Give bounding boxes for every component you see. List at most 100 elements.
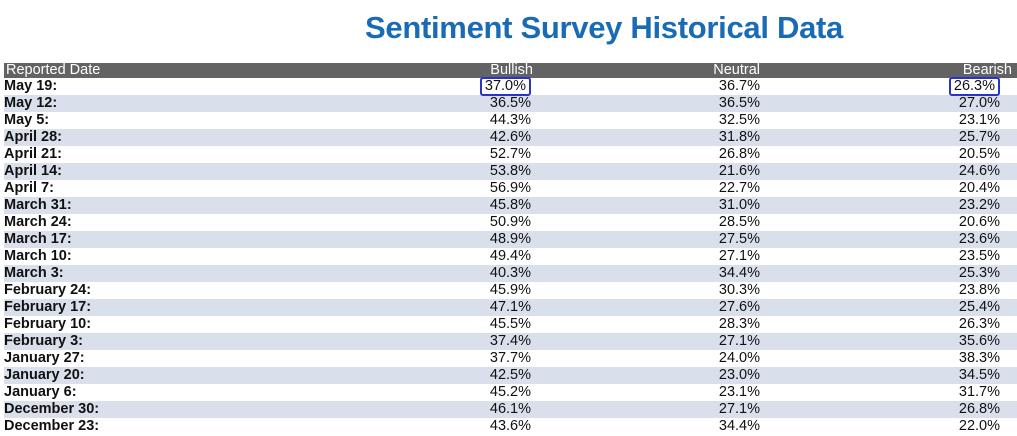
cell-reported-date: January 20: — [4, 367, 85, 383]
table-row: March 10: 49.4% 27.1% 23.5% — [4, 248, 1017, 265]
cell-bearish: 26.3% — [760, 77, 1017, 96]
cell-reported-date: April 7: — [4, 180, 54, 196]
cell-reported-date: May 12: — [4, 95, 58, 111]
cell-bearish: 35.6% — [958, 333, 1000, 349]
cell-neutral: 24.0% — [718, 350, 760, 366]
table-row: February 17: 47.1% 27.6% 25.4% — [4, 299, 1017, 316]
cell-bearish: 25.4% — [958, 299, 1000, 315]
cell-neutral: 22.7% — [718, 180, 760, 196]
table-row: April 14: 53.8% 21.6% 24.6% — [4, 163, 1017, 180]
cell-neutral: 27.6% — [718, 299, 760, 315]
table-row: March 24: 50.9% 28.5% 20.6% — [4, 214, 1017, 231]
cell-bullish: 49.4% — [489, 248, 531, 264]
cell-reported-date: February 17: — [4, 299, 92, 315]
cell-bullish: 45.5% — [489, 316, 531, 332]
table-row: February 10: 45.5% 28.3% 26.3% — [4, 316, 1017, 333]
cell-bearish: 38.3% — [958, 350, 1000, 366]
cell-reported-date: April 14: — [4, 163, 63, 179]
cell-bullish: 48.9% — [489, 231, 531, 247]
cell-bearish: 20.5% — [958, 146, 1000, 162]
cell-bullish: 45.9% — [489, 282, 531, 298]
table-body: May 19: 37.0% 36.7% 26.3% May 12: 36.5% 36.5% 2… — [4, 77, 1017, 435]
cell-neutral: 27.1% — [718, 401, 760, 417]
cell-bullish: 44.3% — [489, 112, 531, 128]
cell-bearish: 24.6% — [958, 163, 1000, 179]
cell-neutral: 32.5% — [718, 112, 760, 128]
cell-neutral: 23.1% — [718, 384, 760, 400]
cell-bullish: 50.9% — [489, 214, 531, 230]
cell-reported-date: April 21: — [4, 146, 63, 162]
cell-bearish: 23.6% — [958, 231, 1000, 247]
cell-reported-date: March 10: — [4, 248, 72, 264]
cell-bearish: 25.3% — [958, 265, 1000, 281]
table-row: February 3: 37.4% 27.1% 35.6% — [4, 333, 1017, 350]
cell-neutral: 23.0% — [718, 367, 760, 383]
cell-reported-date: May 5: — [4, 112, 50, 128]
cell-reported-date: March 3: — [4, 265, 64, 281]
cell-bullish: 37.7% — [489, 350, 531, 366]
cell-reported-date: March 31: — [4, 197, 72, 213]
cell-bullish: 46.1% — [489, 401, 531, 417]
cell-bullish: 45.8% — [489, 197, 531, 213]
column-header-reported-date: Reported Date — [6, 62, 101, 78]
table-row: January 27: 37.7% 24.0% 38.3% — [4, 350, 1017, 367]
table-row: April 7: 56.9% 22.7% 20.4% — [4, 180, 1017, 197]
column-header-bearish: Bearish — [962, 62, 1012, 78]
cell-bullish: 47.1% — [489, 299, 531, 315]
cell-bearish: 25.7% — [958, 129, 1000, 145]
cell-neutral: 21.6% — [718, 163, 760, 179]
cell-reported-date: December 30: — [4, 401, 100, 417]
cell-reported-date: February 3: — [4, 333, 83, 349]
page-title: Sentiment Survey Historical Data — [365, 10, 843, 45]
table-row: April 21: 52.7% 26.8% 20.5% — [4, 146, 1017, 163]
cell-bullish: 43.6% — [489, 418, 531, 434]
table-row: March 17: 48.9% 27.5% 23.6% — [4, 231, 1017, 248]
cell-bullish: 37.4% — [489, 333, 531, 349]
cell-bearish: 34.5% — [958, 367, 1000, 383]
cell-neutral: 28.5% — [718, 214, 760, 230]
table-row: February 24: 45.9% 30.3% 23.8% — [4, 282, 1017, 299]
cell-bullish: 45.2% — [489, 384, 531, 400]
cell-bullish: 40.3% — [489, 265, 531, 281]
cell-reported-date: December 23: — [4, 418, 100, 434]
table-row: May 12: 36.5% 36.5% 27.0% — [4, 95, 1017, 112]
cell-reported-date: January 27: — [4, 350, 85, 366]
cell-neutral: 31.8% — [718, 129, 760, 145]
cell-neutral: 34.4% — [718, 418, 760, 434]
table-row: May 5: 44.3% 32.5% 23.1% — [4, 112, 1017, 129]
table-row: December 30: 46.1% 27.1% 26.8% — [4, 401, 1017, 418]
cell-neutral: 27.5% — [718, 231, 760, 247]
cell-reported-date: January 6: — [4, 384, 77, 400]
cell-neutral: 36.5% — [718, 95, 760, 111]
cell-bullish: 53.8% — [489, 163, 531, 179]
cell-neutral: 27.1% — [718, 333, 760, 349]
cell-neutral: 34.4% — [718, 265, 760, 281]
highlight-box: 26.3% — [948, 77, 1000, 96]
table-row: December 23: 43.6% 34.4% 22.0% — [4, 418, 1017, 435]
cell-neutral: 26.8% — [718, 146, 760, 162]
cell-bullish: 37.0% — [324, 77, 535, 96]
cell-neutral: 31.0% — [718, 197, 760, 213]
cell-neutral: 27.1% — [718, 248, 760, 264]
cell-bullish: 36.5% — [489, 95, 531, 111]
cell-bearish: 26.3% — [958, 316, 1000, 332]
cell-bullish: 42.6% — [489, 129, 531, 145]
table-row: January 6: 45.2% 23.1% 31.7% — [4, 384, 1017, 401]
cell-bearish: 22.0% — [958, 418, 1000, 434]
cell-bearish: 23.1% — [958, 112, 1000, 128]
table-header: Reported Date Bullish Neutral Bearish — [4, 63, 1017, 78]
cell-reported-date: March 24: — [4, 214, 72, 230]
table-row: March 3: 40.3% 34.4% 25.3% — [4, 265, 1017, 282]
cell-bearish: 31.7% — [958, 384, 1000, 400]
cell-neutral: 36.7% — [718, 78, 760, 94]
cell-reported-date: February 24: — [4, 282, 92, 298]
table-row: April 28: 42.6% 31.8% 25.7% — [4, 129, 1017, 146]
cell-bearish: 23.8% — [958, 282, 1000, 298]
cell-bullish: 42.5% — [489, 367, 531, 383]
highlight-box: 37.0% — [479, 77, 531, 96]
cell-reported-date: February 10: — [4, 316, 92, 332]
cell-bullish: 56.9% — [489, 180, 531, 196]
cell-bearish: 23.2% — [958, 197, 1000, 213]
column-header-bullish: Bullish — [490, 62, 533, 78]
table-row: March 31: 45.8% 31.0% 23.2% — [4, 197, 1017, 214]
